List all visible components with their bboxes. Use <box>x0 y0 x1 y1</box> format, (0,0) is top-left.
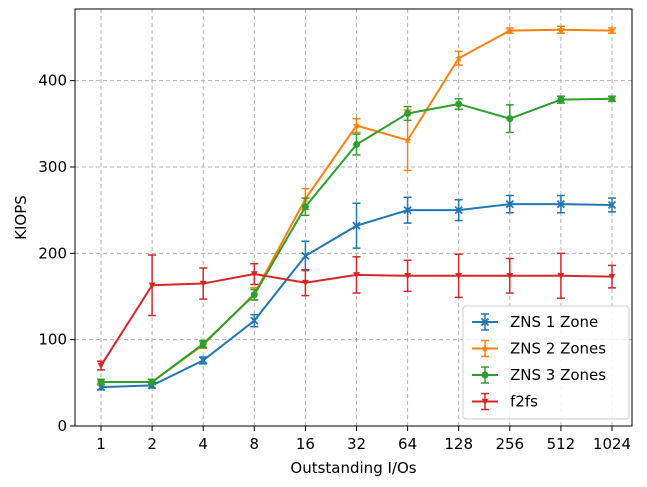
x-axis: 1 2 4 8 16 32 64 128 256 512 1024 <box>96 426 631 453</box>
x-tick-label: 1024 <box>593 435 631 453</box>
plot-frame <box>74 8 633 427</box>
data-point <box>148 378 156 386</box>
series <box>97 252 616 371</box>
data-point <box>97 362 105 370</box>
data-point <box>481 371 489 379</box>
x-tick-label: 2 <box>147 435 157 453</box>
data-point <box>250 316 259 325</box>
data-point <box>505 26 514 34</box>
y-tick-label: 200 <box>38 244 67 262</box>
y-axis: 0 100 200 300 400 <box>38 72 75 435</box>
data-point <box>480 317 490 327</box>
x-tick-label: 1 <box>96 435 106 453</box>
data-point <box>301 203 309 211</box>
legend-label: f2fs <box>510 393 538 411</box>
series-layer <box>96 25 617 392</box>
legend-entry: f2fs <box>472 393 538 411</box>
legend: ZNS 1 Zone ZNS 2 Zones ZNS 3 Zones f2fs <box>462 305 630 420</box>
data-point <box>352 121 361 129</box>
data-point <box>505 199 514 209</box>
data-point <box>506 272 514 280</box>
series <box>97 95 616 386</box>
data-point <box>352 221 361 230</box>
x-axis-label: Outstanding I/Os <box>290 459 416 477</box>
legend-label: ZNS 1 Zone <box>510 313 598 331</box>
x-tick-label: 4 <box>198 435 208 453</box>
data-point <box>301 279 309 287</box>
data-point <box>403 206 412 215</box>
data-point <box>199 356 208 365</box>
y-tick-label: 0 <box>57 417 67 435</box>
data-point <box>403 136 412 144</box>
data-point <box>353 272 360 279</box>
y-axis-label: KIOPS <box>12 195 30 240</box>
y-tick-label: 400 <box>38 72 67 90</box>
data-point <box>404 109 412 117</box>
data-point <box>506 115 514 123</box>
data-point <box>557 96 565 104</box>
x-tick-label: 128 <box>444 435 473 453</box>
legend-label: ZNS 2 Zones <box>510 340 606 358</box>
x-tick-label: 32 <box>347 435 366 453</box>
data-point <box>199 340 207 348</box>
data-point <box>608 95 616 103</box>
x-tick-label: 512 <box>547 435 576 453</box>
data-point <box>557 25 565 33</box>
x-tick-label: 8 <box>250 435 260 453</box>
data-point <box>556 199 566 209</box>
data-point <box>353 141 360 149</box>
data-point <box>557 272 565 280</box>
data-point <box>608 273 616 281</box>
data-point <box>250 271 258 278</box>
data-point <box>455 272 463 280</box>
legend-entry: ZNS 1 Zone <box>472 313 598 331</box>
y-tick-label: 300 <box>38 158 67 176</box>
data-point <box>199 280 207 288</box>
series <box>96 194 617 392</box>
x-tick-label: 64 <box>398 435 417 453</box>
legend-entry: ZNS 2 Zones <box>472 340 606 358</box>
data-point <box>481 398 489 405</box>
x-tick-label: 16 <box>296 435 315 453</box>
x-tick-label: 256 <box>495 435 524 453</box>
data-point <box>455 100 463 108</box>
data-point <box>607 200 617 210</box>
data-point <box>454 54 463 62</box>
legend-label: ZNS 3 Zones <box>510 366 606 384</box>
legend-box <box>462 305 630 420</box>
data-point <box>148 282 156 289</box>
legend-entry: ZNS 3 Zones <box>472 366 606 384</box>
data-point <box>301 251 310 261</box>
y-tick-label: 100 <box>38 331 67 349</box>
data-point <box>404 272 412 280</box>
data-point <box>250 291 258 299</box>
data-point <box>608 26 616 34</box>
data-point <box>454 206 463 215</box>
data-point <box>97 378 105 386</box>
data-point <box>481 344 489 352</box>
